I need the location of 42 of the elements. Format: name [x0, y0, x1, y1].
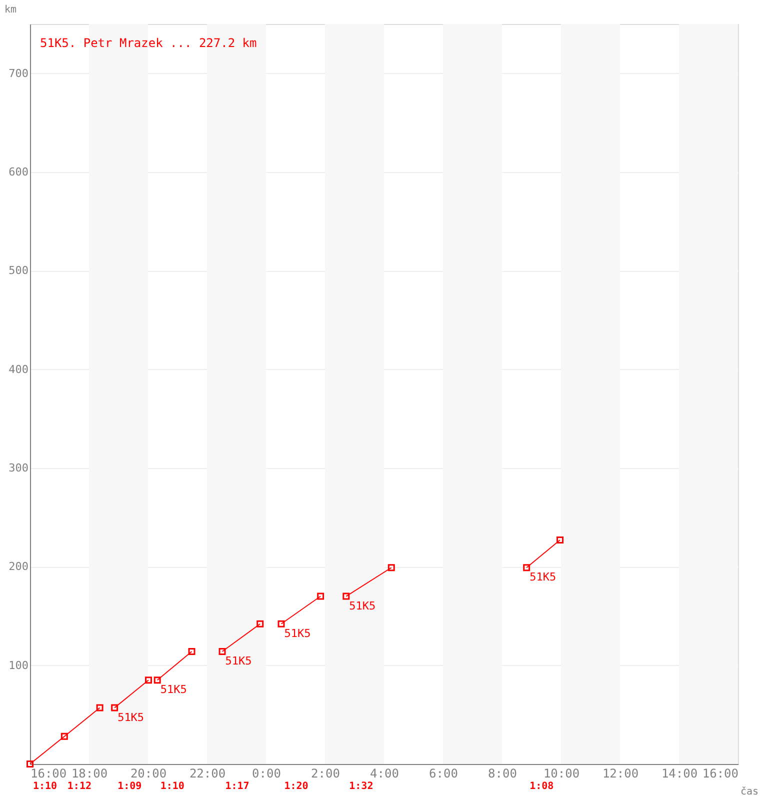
text: 51K5. Petr Mrazek ... 227.2 km [40, 36, 257, 50]
y-tick-label: 600 [8, 166, 28, 178]
text: 1:17 [225, 781, 250, 792]
y-tick-label: 700 [8, 66, 28, 80]
text: 1:10 [160, 781, 184, 792]
x-tick-label: 16:00 [702, 766, 738, 780]
text: 51K5 [284, 626, 311, 640]
text: 1:20 [284, 781, 308, 792]
y-axis-title: km [4, 4, 17, 16]
text: 51K5 [530, 570, 556, 584]
x-axis-title: čas [740, 786, 758, 798]
text: 1:10 [33, 781, 58, 792]
text: 1:08 [530, 781, 554, 792]
x-tick-label: 14:00 [661, 766, 698, 780]
x-tick-label: 12:00 [602, 766, 639, 780]
x-tick-label: 20:00 [130, 766, 167, 780]
text: 51K5 [225, 654, 252, 668]
x-tick-label: 22:00 [189, 766, 226, 780]
y-tick-label: 200 [8, 560, 28, 574]
text: 1:09 [118, 781, 142, 792]
x-tick-label: 2:00 [311, 766, 340, 780]
x-tick-label: 10:00 [543, 766, 580, 780]
y-tick-label: 400 [8, 362, 28, 376]
point [26, 760, 34, 768]
y-tick-label: 300 [8, 462, 28, 474]
text: 51K5 [349, 599, 376, 612]
x-tick-label: 0:00 [252, 766, 281, 780]
text: 1:32 [349, 781, 374, 792]
x-tick-label: 18:00 [71, 766, 108, 780]
x-tick-label: 6:00 [429, 766, 458, 780]
point [556, 536, 564, 544]
series-label: 51K5 [118, 710, 144, 724]
point [60, 732, 68, 740]
x-tick-label: 8:00 [488, 766, 517, 780]
y-tick-label: 100 [8, 658, 28, 672]
text: 1:12 [67, 781, 92, 792]
point [96, 704, 104, 712]
text: 51K5 [160, 683, 187, 696]
y-tick-label: 500 [8, 264, 28, 278]
x-tick-label: 16:00 [30, 766, 67, 780]
x-tick-label: 4:00 [370, 766, 399, 780]
point [523, 564, 530, 572]
